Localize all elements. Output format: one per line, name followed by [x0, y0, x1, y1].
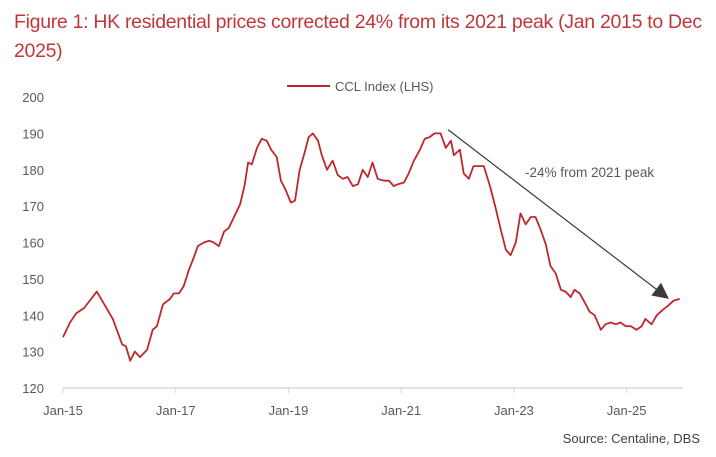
annotation-arrow-line: [447, 129, 657, 290]
y-tick-label: 170: [22, 199, 44, 214]
y-tick-label: 190: [22, 126, 44, 141]
x-axis: Jan-15 Jan-17 Jan-19 Jan-21 Jan-23 Jan-25: [43, 388, 647, 418]
annotation-label: -24% from 2021 peak: [525, 165, 654, 180]
y-tick-label: 140: [22, 308, 44, 323]
x-tick-label: Jan-17: [156, 403, 196, 418]
legend: CCL Index (LHS): [287, 79, 434, 94]
x-tick-label: Jan-19: [269, 403, 309, 418]
y-axis: 120 130 140 150 160 170 180 190 200: [22, 90, 44, 396]
x-tick-label: Jan-25: [607, 403, 647, 418]
y-tick-label: 160: [22, 236, 44, 251]
chart-title: Figure 1: HK residential prices correcte…: [14, 11, 702, 62]
y-tick-label: 180: [22, 163, 44, 178]
y-tick-label: 120: [22, 381, 44, 396]
x-tick-label: Jan-21: [381, 403, 421, 418]
source-note: Source: Centaline, DBS: [562, 431, 700, 446]
series-line-ccl-index: [62, 132, 680, 362]
x-tick-label: Jan-15: [43, 403, 83, 418]
y-tick-label: 150: [22, 272, 44, 287]
annotations: -24% from 2021 peak: [447, 129, 669, 299]
y-tick-label: 130: [22, 345, 44, 360]
x-tick-label: Jan-23: [494, 403, 534, 418]
y-tick-label: 200: [22, 90, 44, 105]
legend-label: CCL Index (LHS): [335, 79, 434, 94]
annotation-arrow-head: [651, 282, 669, 299]
